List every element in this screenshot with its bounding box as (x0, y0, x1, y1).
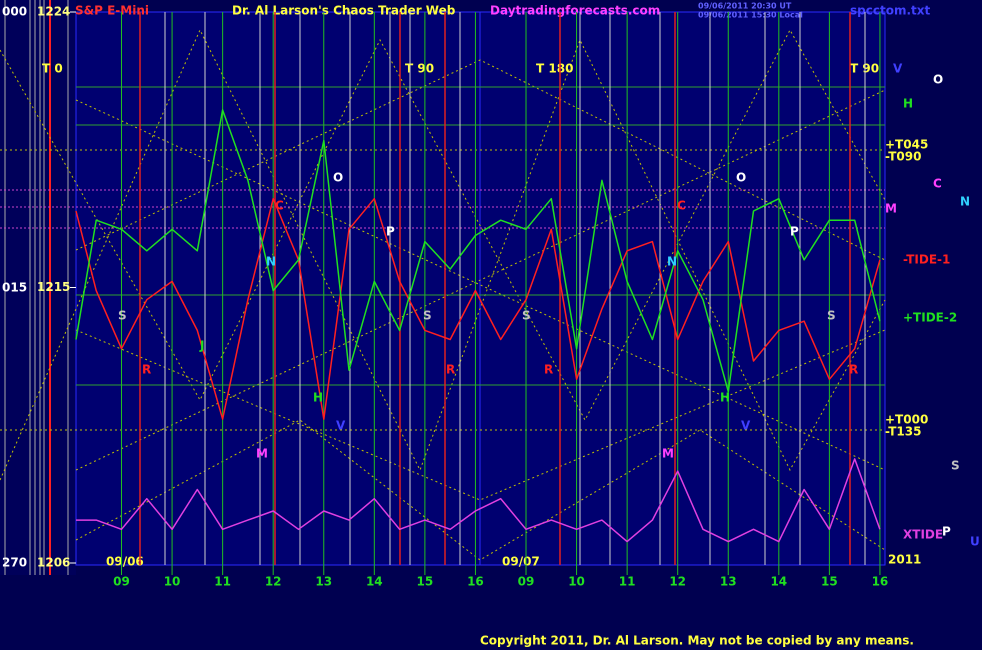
year-label: 2011 (888, 553, 921, 567)
x-tick-label: 14 (770, 575, 787, 589)
plot-letter: H (313, 391, 323, 405)
legend-label: -TIDE-1 (903, 253, 950, 267)
t-label: T 90 (405, 62, 434, 76)
timestamp: 09/06/2011 20:30 UT (698, 2, 792, 11)
file-name: spcctom.txt (850, 4, 930, 18)
t-label: T 180 (536, 62, 573, 76)
copyright: Copyright 2011, Dr. Al Larson. May not b… (480, 634, 914, 648)
date-label: 09/06 (106, 555, 144, 569)
right-label: M (885, 202, 897, 216)
x-tick-label: 12 (265, 575, 282, 589)
plot-letter: V (741, 419, 751, 433)
decorations (0, 0, 886, 575)
x-tick-label: 15 (821, 575, 838, 589)
legend-label: XTIDE (903, 528, 943, 542)
timestamp: 09/06/2011 15:30 Local (698, 11, 803, 20)
plot-letter: M (662, 447, 674, 461)
plot-letter: R (446, 363, 455, 377)
plot-letter: N (667, 255, 677, 269)
plot-letter: N (266, 255, 276, 269)
left-lines (4, 0, 69, 575)
right-label: +T045 (885, 138, 928, 152)
site: Daytradingforecasts.com (490, 4, 660, 18)
plot-letter: H (720, 391, 730, 405)
series-line (75, 109, 881, 393)
plot-letter: C (275, 199, 284, 213)
plot-letter: S (827, 309, 836, 323)
diagonal-lines (0, 28, 886, 561)
x-tick-label: 09 (113, 575, 130, 589)
legend-label: +TIDE-2 (903, 311, 957, 325)
x-tick-label: 10 (568, 575, 585, 589)
plot-panel (75, 11, 481, 566)
plot-letter: P (790, 225, 799, 239)
right-label: C (933, 177, 942, 191)
plot-letter: S (423, 309, 432, 323)
right-label: -T090 (885, 150, 921, 164)
plot-letter: M (256, 447, 268, 461)
angle-label: 015 (2, 281, 27, 295)
right-label: -T135 (885, 425, 921, 439)
right-label: O (933, 73, 943, 87)
plot-letter: O (333, 171, 343, 185)
x-tick-label: 16 (872, 575, 889, 589)
y-tick-label: 1206 (37, 556, 70, 570)
x-tick-label: 09 (518, 575, 535, 589)
right-label: V (893, 62, 903, 76)
right-label: +T000 (885, 413, 928, 427)
plot-letter: R (142, 363, 151, 377)
series-line (75, 197, 881, 420)
x-tick-label: 10 (164, 575, 181, 589)
series-line (76, 458, 881, 543)
plot-letter: R (849, 363, 858, 377)
x-tick-label: 12 (669, 575, 686, 589)
right-label: P (942, 525, 951, 539)
chart-title: Dr. Al Larson's Chaos Trader Web (232, 4, 456, 18)
plot-letter: S (522, 309, 531, 323)
plot-letter: R (544, 363, 553, 377)
plot-letter: V (336, 419, 346, 433)
plot-letter: C (677, 199, 686, 213)
plot-letter: P (386, 225, 395, 239)
green-lines (76, 86, 885, 386)
x-tick-label: 15 (417, 575, 434, 589)
right-label: S (951, 459, 960, 473)
magenta-lines (0, 189, 885, 229)
x-tick-label: 11 (619, 575, 636, 589)
date-label: 09/07 (502, 555, 540, 569)
angle-label: 270 (2, 556, 27, 570)
plot-panel (479, 11, 886, 566)
y-tick-label: 1215 (37, 280, 70, 294)
x-tick-label: 11 (214, 575, 231, 589)
right-label: U (970, 535, 980, 549)
x-tick-label: 13 (720, 575, 737, 589)
x-tick-label: 14 (366, 575, 383, 589)
subtitle: S&P E-Mini (75, 4, 149, 18)
x-tick-label: 13 (315, 575, 332, 589)
plot-letter: S (118, 309, 127, 323)
angle-label: 000 (2, 5, 27, 19)
right-label: N (960, 195, 970, 209)
t-label: T 0 (42, 62, 63, 76)
plot-letter: O (736, 171, 746, 185)
left-strip (0, 0, 76, 575)
x-tick-label: 16 (467, 575, 484, 589)
plot-letter: J (199, 339, 204, 353)
y-tick-label: 1224 (37, 5, 70, 19)
right-label: H (903, 97, 913, 111)
